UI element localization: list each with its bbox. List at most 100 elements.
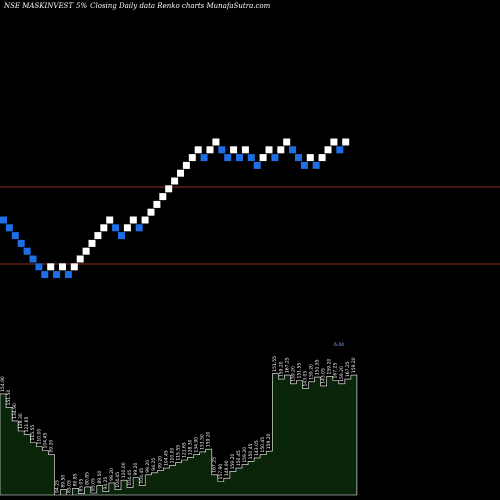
volume-label: 159.20	[230, 454, 236, 470]
volume-label: 94.25	[103, 477, 109, 490]
volume-label: 80.85	[73, 473, 79, 486]
renko-brick-down	[336, 146, 344, 154]
renko-brick-up	[241, 146, 249, 154]
renko-brick-down	[247, 154, 255, 162]
renko-brick-up	[277, 146, 285, 154]
renko-brick-down	[271, 154, 279, 162]
renko-brick-down	[118, 232, 125, 240]
volume-label: 143.05	[303, 371, 309, 387]
renko-brick-up	[194, 146, 202, 154]
renko-brick-up	[182, 161, 190, 169]
volume-label: 115.55	[175, 445, 181, 461]
renko-brick-up	[171, 177, 179, 185]
volume-label: 150.45	[236, 450, 242, 466]
renko-brick-up	[147, 208, 155, 216]
volume-label: 159.20	[351, 357, 357, 373]
volume-label: 151.55	[296, 363, 302, 379]
renko-brick-up	[153, 200, 161, 208]
renko-brick-up	[188, 154, 196, 162]
volume-label: 110.00	[121, 462, 127, 478]
renko-brick-down	[224, 154, 232, 162]
volume-label: 104.45	[127, 470, 133, 486]
volume-label: 149.90	[224, 460, 230, 476]
chart-header: NSE MASKINVEST 5% Closing Daily data Renko…	[4, 2, 273, 10]
volume-label: 104.45	[42, 433, 48, 449]
volume-label: 167.25	[212, 457, 218, 473]
volume-label: 159.20	[206, 431, 212, 447]
renko-brick-down	[300, 161, 308, 169]
renko-brick-up	[206, 146, 214, 154]
volume-label: 159.20	[309, 364, 315, 380]
renko-brick-up	[100, 224, 108, 232]
volume-label: 167.25	[284, 357, 290, 373]
volume-label: 157.90	[218, 464, 224, 480]
volume-label: 159.20	[327, 359, 333, 375]
box-size-label: 5%	[76, 2, 88, 10]
volume-label: 110.00	[36, 429, 42, 445]
volume-label: 80.85	[85, 472, 91, 485]
renko-brick-down	[295, 154, 302, 162]
renko-brick-down	[64, 271, 72, 279]
volume-label: 128.30	[18, 413, 24, 429]
renko-brick-down	[0, 216, 7, 224]
volume-label: 150.45	[260, 437, 266, 453]
volume-label: 167.25	[345, 361, 351, 377]
renko-brick-up	[330, 138, 338, 146]
volume-label: 151.50	[200, 434, 206, 450]
volume-label: 115.55	[30, 425, 36, 441]
volume-label: 159.20	[278, 361, 284, 377]
renko-brick-up	[165, 185, 173, 193]
volume-path	[0, 373, 358, 496]
renko-brick-up	[59, 263, 66, 271]
renko-brick-down	[135, 224, 143, 232]
renko-brick-up	[265, 146, 273, 154]
renko-brick-up	[82, 247, 90, 255]
volume-label: 89.50	[97, 471, 103, 484]
volume-label: 134.90	[194, 437, 200, 453]
renko-brick-up	[47, 263, 55, 271]
renko-brick-down	[289, 146, 297, 154]
renko-bricks	[0, 138, 350, 279]
volume-label: 128.30	[188, 439, 194, 455]
renko-brick-down	[200, 154, 208, 162]
renko-brick-up	[70, 263, 78, 271]
volume-label: 104.45	[115, 472, 121, 488]
renko-brick-down	[112, 224, 120, 232]
renko-brick-up	[94, 232, 102, 240]
symbol-label: NSE MASKINVEST	[4, 2, 74, 10]
renko-brick-up	[283, 138, 291, 146]
volume-label: 99.20	[145, 460, 151, 473]
reference-lines	[0, 186, 500, 265]
renko-brick-up	[230, 146, 238, 154]
renko-brick-up	[88, 239, 96, 247]
renko-brick-up	[159, 193, 167, 201]
volume-label: 150.45	[248, 443, 254, 459]
renko-brick-up	[141, 216, 149, 224]
volume-label: 99.20	[109, 468, 115, 481]
renko-brick-up	[259, 154, 267, 162]
renko-brick-down	[17, 239, 25, 247]
volume-label: 151.55	[272, 356, 278, 372]
renko-brick-up	[76, 255, 84, 263]
volume-label: 104.45	[163, 450, 169, 466]
volume-label: 99.20	[48, 440, 54, 453]
volume-label: 121.65	[182, 442, 188, 458]
renko-brick-up	[324, 146, 332, 154]
renko-brick-up	[212, 138, 220, 146]
volume-label: 154.90	[0, 376, 6, 392]
renko-brick-up	[177, 169, 184, 177]
special-volume-label: 6.44	[334, 342, 344, 348]
renko-brick-up	[318, 154, 326, 162]
renko-brick-down	[53, 271, 61, 279]
volume-label: 85.05	[67, 480, 73, 493]
volume-label: 121.65	[24, 416, 30, 432]
volume-label: 167.25	[333, 363, 339, 379]
volume-area	[0, 373, 358, 496]
renko-brick-down	[236, 154, 243, 162]
renko-brick-down	[41, 271, 49, 279]
volume-label: 134.90	[12, 403, 18, 419]
renko-brick-down	[11, 232, 19, 240]
volume-label: 94.25	[54, 480, 60, 493]
volume-label: 143.05	[254, 440, 260, 456]
volume-label: 159.20	[266, 433, 272, 449]
